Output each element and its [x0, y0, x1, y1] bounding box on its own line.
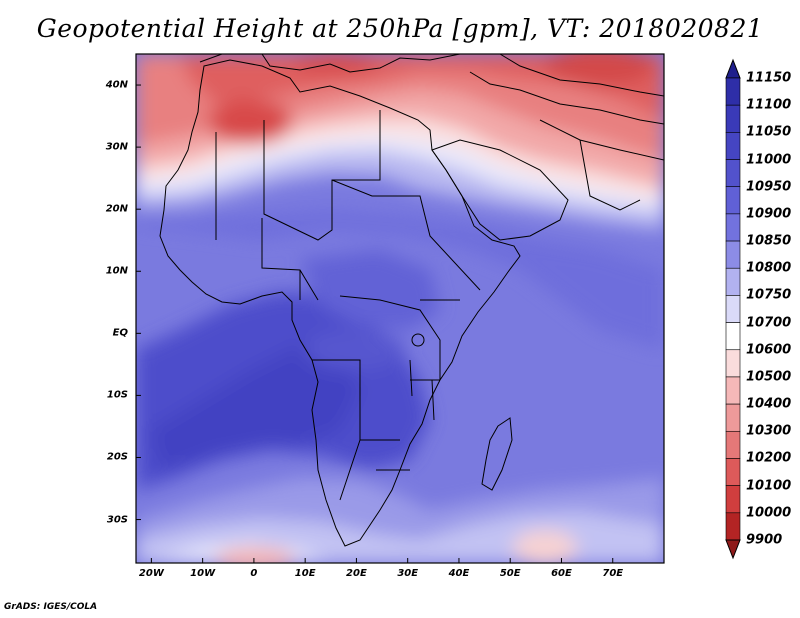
- colorbar-swatch: [725, 512, 741, 541]
- lon-tick-label: 40E: [448, 568, 470, 579]
- lat-tick-label: 10S: [106, 389, 128, 401]
- axis-ticks: [136, 84, 614, 563]
- colorbar-swatch: [725, 322, 741, 351]
- lat-tick-label: 40N: [105, 79, 128, 91]
- colorbar-level-label: 10400: [746, 396, 792, 412]
- colorbar-swatch: [725, 430, 741, 459]
- colorbar-level-label: 9900: [746, 532, 783, 548]
- colorbar-swatch: [725, 295, 741, 323]
- colorbar-level-label: 11150: [746, 70, 792, 86]
- colorbar-level-label: 10500: [746, 369, 792, 385]
- lat-tick-label: EQ: [112, 327, 128, 339]
- colorbar-level-label: 10700: [746, 315, 792, 331]
- lat-tick-label: 20S: [106, 451, 128, 463]
- lon-tick-label: 0: [250, 568, 258, 579]
- colorbar-swatch: [725, 403, 741, 432]
- lon-tick-label: 30E: [397, 568, 419, 579]
- lon-tick-label: 10W: [190, 568, 216, 579]
- colorbar-level-label: 11100: [746, 97, 792, 113]
- colorbar-level-label: 10850: [746, 233, 792, 249]
- lon-tick-label: 60E: [551, 568, 572, 579]
- colorbar-swatch: [725, 159, 741, 188]
- colorbar-level-label: 10750: [746, 287, 792, 303]
- colorbar-level-label: 10800: [746, 260, 792, 276]
- colorbar-swatch: [725, 240, 741, 269]
- height-field: [136, 54, 664, 563]
- map-title: Geopotential Height at 250hPa [gpm], VT:…: [36, 14, 764, 43]
- colorbar-max-arrow: [725, 58, 741, 79]
- colorbar-swatch: [725, 376, 741, 405]
- colorbar-level-label: 10900: [746, 206, 792, 222]
- lon-tick-label: 10E: [294, 568, 316, 579]
- colorbar-level-label: 10300: [746, 423, 792, 439]
- colorbar-level-label: 10100: [746, 478, 792, 494]
- lon-tick-label: 50E: [499, 568, 521, 579]
- lat-tick-label: 10N: [105, 265, 128, 277]
- lon-tick-label: 70E: [602, 568, 624, 579]
- colorbar-level-label: 10600: [746, 342, 792, 358]
- colorbar-swatch: [725, 485, 741, 514]
- grads-credit: GrADS: IGES/COLA: [4, 602, 98, 612]
- colorbar: [725, 58, 741, 560]
- colorbar-swatch: [725, 267, 741, 296]
- plot-frame: [135, 53, 665, 564]
- lat-tick-label: 20N: [105, 203, 128, 215]
- colorbar-swatch: [725, 132, 741, 160]
- lon-tick-label: 20E: [346, 568, 367, 579]
- colorbar-level-label: 10200: [746, 450, 792, 466]
- lat-tick-label: 30S: [106, 514, 128, 526]
- colorbar-swatch: [725, 458, 741, 486]
- colorbar-swatch: [725, 104, 741, 133]
- colorbar-level-label: 10000: [746, 505, 792, 521]
- colorbar-swatch: [725, 213, 741, 242]
- lat-tick-label: 30N: [105, 141, 128, 153]
- colorbar-level-label: 11050: [746, 124, 792, 140]
- colorbar-swatch: [725, 186, 741, 215]
- colorbar-swatch: [725, 77, 741, 106]
- lon-tick-label: 20W: [138, 568, 164, 579]
- colorbar-swatch: [725, 349, 741, 378]
- colorbar-min-arrow: [725, 539, 741, 560]
- coastlines: [159, 54, 664, 547]
- colorbar-level-label: 11000: [746, 152, 792, 168]
- colorbar-level-label: 10950: [746, 179, 792, 195]
